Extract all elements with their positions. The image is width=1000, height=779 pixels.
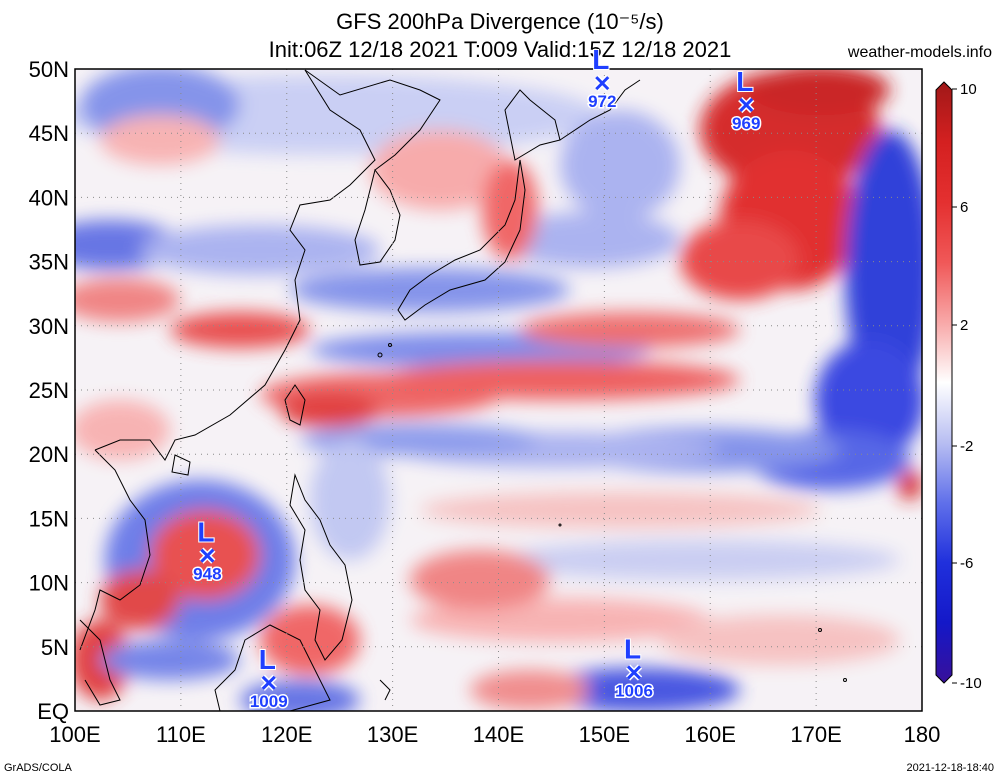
longitude-label: 140E [473, 722, 524, 747]
longitude-label: 170E [790, 722, 841, 747]
low-letter: L [736, 66, 753, 97]
divergence-field [75, 69, 922, 711]
colorbar-label: -6 [960, 555, 973, 572]
latitude-label: 20N [29, 442, 69, 467]
longitude-label: 120E [261, 722, 312, 747]
latitude-label: 10N [29, 571, 69, 596]
latitude-label: 30N [29, 314, 69, 339]
low-letter: L [592, 44, 609, 75]
low-pressure-markers: L 972 L 969 L 948 L 1009 L 1006 [192, 43, 762, 713]
footer-timestamp: 2021-12-18-18:40 [906, 762, 994, 774]
latitude-label: EQ [37, 699, 69, 724]
low-pressure-value: 972 [588, 92, 616, 111]
colorbar-label: -10 [960, 675, 982, 692]
low-pressure-center: L 948 [192, 516, 223, 586]
low-letter: L [197, 517, 214, 548]
footer-software: GrADS/COLA [4, 762, 72, 774]
longitude-label: 130E [367, 722, 418, 747]
low-letter: L [624, 633, 641, 664]
longitude-label: 110E [156, 722, 206, 747]
colorbar-gradient [935, 81, 953, 684]
coastlines [79, 69, 847, 711]
low-pressure-value: 1009 [250, 692, 288, 711]
latitude-label: 50N [29, 57, 69, 82]
longitude-label: 100E [49, 722, 100, 747]
longitude-label: 150E [579, 722, 630, 747]
latitude-label: 35N [29, 250, 69, 275]
colorbar-label: -2 [960, 438, 973, 455]
latitude-labels: 50N 45N 40N 35N 30N 25N 20N 15N 10N 5N EQ [29, 57, 69, 724]
low-pressure-value: 948 [193, 565, 221, 584]
low-center-x-icon [594, 75, 611, 92]
longitude-label: 180 [904, 722, 941, 747]
latitude-label: 15N [29, 506, 69, 531]
low-pressure-value: 1006 [615, 681, 653, 700]
low-letter: L [259, 644, 276, 675]
map-frame [74, 68, 923, 712]
colorbar-label: 10 [960, 81, 977, 98]
latitude-label: 40N [29, 185, 69, 210]
low-center-x-icon [199, 547, 216, 564]
colorbar: 10 6 2 -2 -6 -10 [935, 81, 982, 692]
low-center-x-icon [625, 664, 643, 681]
map-subtitle: Init:06Z 12/18 2021 T:009 Valid:15Z 12/1… [268, 37, 732, 62]
latitude-label: 45N [29, 121, 69, 146]
latitude-label: 25N [29, 378, 69, 403]
low-center-x-icon [738, 96, 755, 114]
low-pressure-value: 969 [732, 114, 760, 133]
low-pressure-center: L 972 [587, 43, 618, 113]
low-center-x-icon [260, 674, 277, 691]
low-pressure-center: L 1006 [614, 632, 655, 702]
low-pressure-center: L 1009 [248, 643, 289, 713]
map-title: GFS 200hPa Divergence (10⁻⁵/s) [336, 9, 664, 34]
longitude-labels: 100E 110E 120E 130E 140E 150E 160E 170E 180 [49, 722, 940, 747]
colorbar-label: 6 [960, 199, 968, 216]
low-pressure-center: L 969 [731, 65, 762, 134]
latitude-label: 5N [41, 635, 69, 660]
longitude-label: 160E [685, 722, 736, 747]
colorbar-label: 2 [960, 317, 968, 334]
source-site: weather-models.info [847, 44, 992, 61]
